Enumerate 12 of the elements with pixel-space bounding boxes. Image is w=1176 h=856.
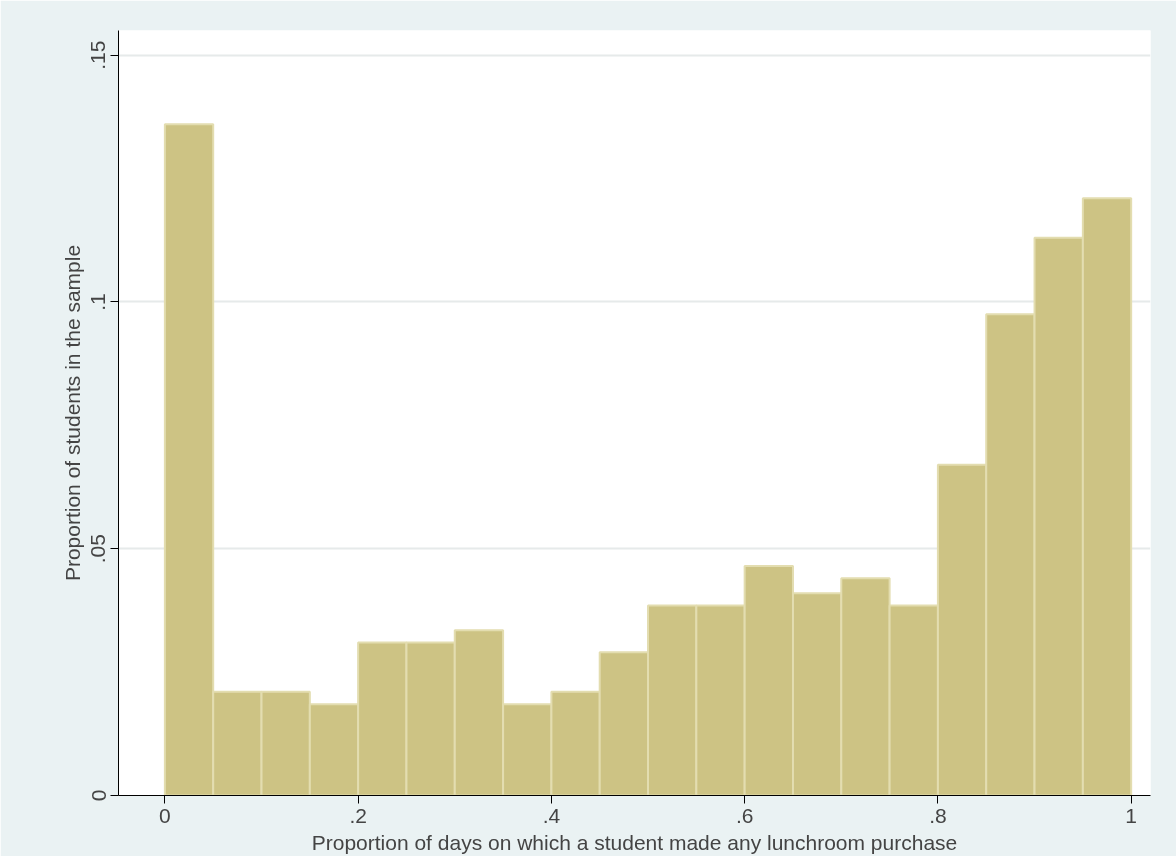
x-tick-label: .2 (349, 803, 367, 827)
x-tick-label: 0 (159, 803, 171, 827)
x-tick-label: 1 (1125, 803, 1138, 827)
x-tick-label: .8 (929, 803, 947, 827)
y-axis-title: Proportion of students in the sample (60, 244, 84, 582)
x-axis-title: Proportion of days on which a student made any lunchroom purchase (311, 830, 958, 854)
y-tick-label: 0 (86, 789, 110, 802)
x-tick-label: .4 (542, 803, 561, 827)
y-tick-label: .15 (86, 40, 110, 70)
x-tick-label: .6 (735, 803, 754, 827)
y-tick-label: .1 (86, 293, 110, 311)
y-tick-label: .05 (86, 534, 110, 564)
